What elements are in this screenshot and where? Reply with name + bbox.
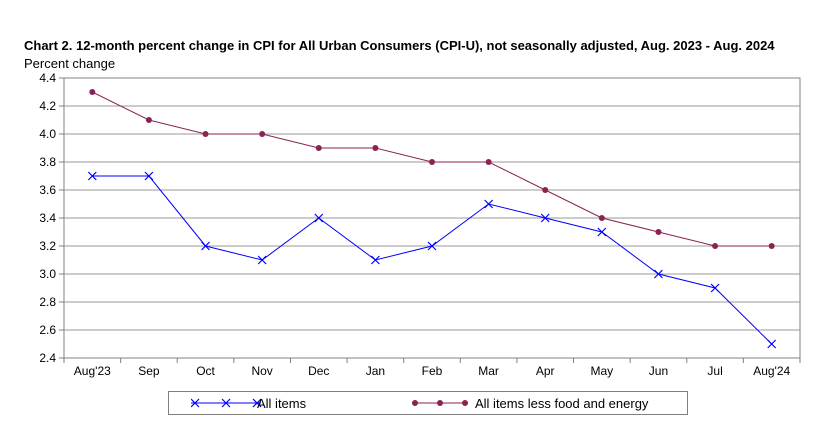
y-tick-label: 2.8: [39, 295, 56, 309]
legend-x-marker: [252, 398, 262, 408]
data-point-all-items: [370, 255, 380, 265]
x-tick-label: Dec: [308, 364, 329, 378]
data-point-all-items: [540, 213, 550, 223]
data-point-all-items: [767, 339, 777, 349]
x-tick-label: Mar: [478, 364, 499, 378]
x-tick-label: Oct: [196, 364, 215, 378]
y-tick-label: 4.4: [39, 71, 56, 85]
legend-circle-marker: [437, 400, 443, 406]
x-tick-label: Nov: [251, 364, 272, 378]
y-tick-label: 4.0: [39, 127, 56, 141]
legend-circle-marker: [412, 400, 418, 406]
legend: All items All items less food and energy: [168, 391, 688, 415]
data-point-core: [202, 131, 209, 137]
data-point-core: [485, 159, 492, 165]
legend-x-marker: [221, 398, 231, 408]
data-point-core: [315, 145, 322, 151]
data-point-core: [372, 145, 379, 151]
legend-circle-marker: [462, 400, 468, 406]
data-point-all-items: [427, 241, 437, 251]
x-axis-ticks: Aug'23 Sep Oct Nov Dec Jan Feb Mar Apr May Jun Jul A…: [63, 358, 801, 378]
legend-x-marker: [191, 398, 200, 408]
data-point-all-items: [484, 199, 494, 209]
data-point-all-items: [201, 241, 210, 251]
x-tick-label: Feb: [422, 364, 443, 378]
legend-line-core: [412, 400, 468, 406]
y-axis-ticks: 2.4 2.6 2.8 3.0 3.2 3.4 3.6 3.8 4.0 4.2 4.4: [39, 71, 64, 365]
x-tick-label: May: [591, 364, 614, 378]
legend-label-all-items: All items: [257, 396, 307, 411]
data-point-all-items: [87, 171, 97, 181]
y-tick-label: 2.6: [39, 323, 56, 337]
series-group: [87, 89, 777, 349]
y-tick-label: 3.2: [39, 239, 56, 253]
x-tick-label: Apr: [536, 364, 555, 378]
x-tick-label: Jan: [366, 364, 385, 378]
data-point-all-items: [257, 255, 267, 265]
data-point-core: [429, 159, 435, 165]
x-tick-label: Jul: [707, 364, 722, 378]
y-tick-label: 3.4: [39, 211, 56, 225]
y-axis-label: Percent change: [24, 56, 116, 71]
y-tick-label: 2.4: [39, 351, 56, 365]
x-tick-label: Sep: [138, 364, 160, 378]
data-point-core: [598, 215, 605, 221]
x-tick-label: Aug'23: [74, 364, 111, 378]
legend-label-core: All items less food and energy: [475, 396, 649, 411]
data-point-core: [145, 117, 152, 123]
data-point-all-items: [710, 283, 720, 293]
data-point-all-items: [314, 213, 324, 223]
data-point-core: [768, 243, 775, 249]
data-point-all-items: [654, 269, 663, 279]
data-point-all-items: [597, 227, 607, 237]
y-tick-label: 3.6: [39, 183, 56, 197]
data-point-core: [542, 187, 549, 193]
legend-line-all-items: [191, 398, 262, 408]
data-point-all-items: [144, 171, 154, 181]
y-tick-label: 3.0: [39, 267, 56, 281]
x-tick-label: Aug'24: [753, 364, 790, 378]
data-point-core: [89, 89, 96, 95]
y-tick-label: 4.2: [39, 99, 56, 113]
data-point-core: [712, 243, 719, 249]
data-point-core: [655, 229, 662, 235]
chart-title: Chart 2. 12-month percent change in CPI …: [24, 38, 775, 53]
x-tick-label: Jun: [649, 364, 668, 378]
data-point-core: [259, 131, 266, 137]
y-tick-label: 3.8: [39, 155, 56, 169]
